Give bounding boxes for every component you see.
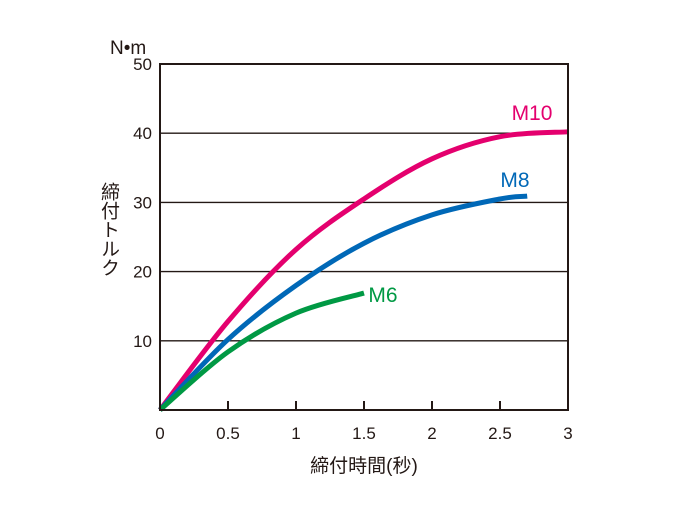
y-axis-label: 締付トルク bbox=[98, 182, 120, 277]
y-tick-label: 40 bbox=[133, 124, 152, 143]
series-label-m8: M8 bbox=[500, 169, 529, 192]
y-unit-label: N•m bbox=[110, 38, 146, 59]
y-tick-label: 20 bbox=[133, 263, 152, 282]
x-tick-label: 1 bbox=[291, 424, 300, 443]
series-line-m6 bbox=[158, 290, 365, 412]
series-line-m8 bbox=[158, 193, 528, 412]
x-tick-label: 0.5 bbox=[216, 424, 240, 443]
plot-frame bbox=[159, 63, 569, 411]
x-tick-label: 0 bbox=[155, 424, 164, 443]
x-tick-labels: 0 0.5 1 1.5 2 2.5 3 bbox=[155, 424, 572, 443]
gridlines bbox=[160, 132, 568, 342]
series-labels: M10 M8 M6 bbox=[368, 102, 552, 307]
x-tick-label: 1.5 bbox=[352, 424, 376, 443]
series-label-m6: M6 bbox=[368, 284, 397, 307]
y-tick-label: 10 bbox=[133, 332, 152, 351]
y-tick-label: 30 bbox=[133, 193, 152, 212]
x-tick-marks bbox=[227, 401, 501, 410]
x-tick-label: 3 bbox=[563, 424, 572, 443]
series-line-m10 bbox=[158, 129, 569, 412]
x-tick-label: 2.5 bbox=[488, 424, 512, 443]
y-tick-labels: 10 20 30 40 50 bbox=[133, 55, 152, 351]
x-axis-label: 締付時間(秒) bbox=[310, 455, 418, 477]
series-lines bbox=[158, 129, 569, 412]
y-tick-label: 50 bbox=[133, 55, 152, 74]
x-tick-label: 2 bbox=[427, 424, 436, 443]
series-label-m10: M10 bbox=[512, 102, 553, 125]
